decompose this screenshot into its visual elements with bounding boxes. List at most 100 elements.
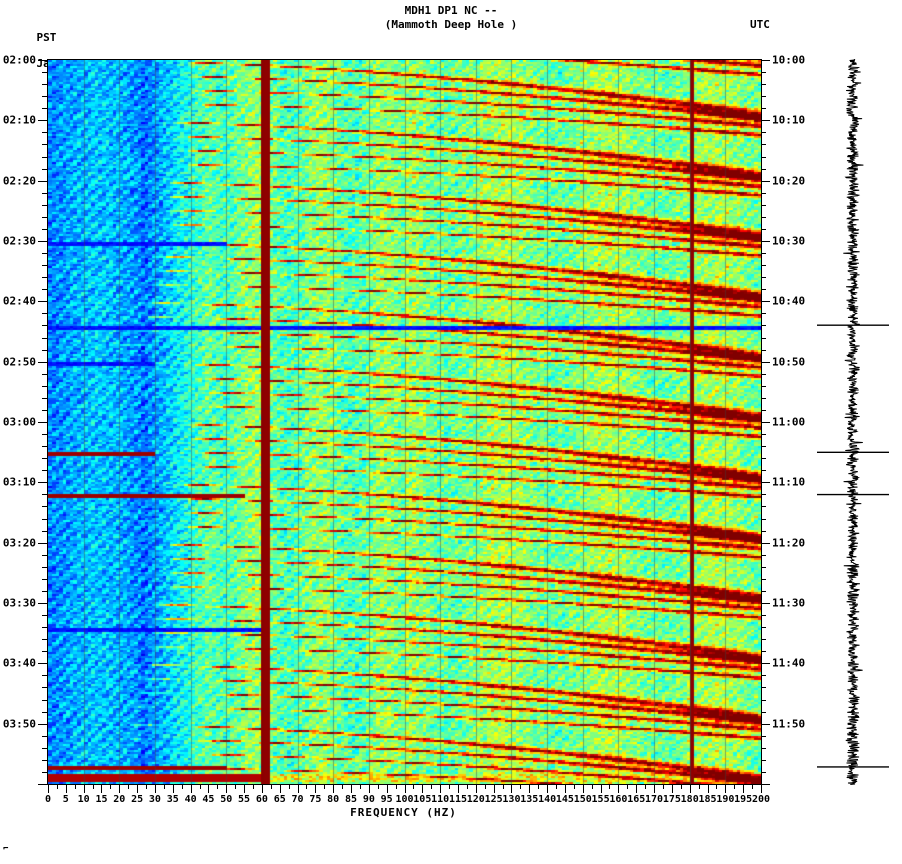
time-tick-minor [761, 289, 766, 291]
seismogram-trace-panel[interactable] [815, 59, 902, 785]
freq-tick-minor [538, 784, 540, 789]
time-tick-minor [42, 711, 47, 713]
time-tick-major [761, 361, 770, 363]
spectrogram-plot[interactable] [47, 59, 762, 785]
station-code-title: MDH1 DP1 NC -- [404, 4, 498, 17]
time-tick-minor [761, 494, 766, 496]
time-tick-minor [42, 458, 47, 460]
time-tick-major [761, 241, 770, 242]
time-tick-major [38, 60, 47, 61]
time-label-pst: 03:10 [2, 475, 36, 489]
freq-tick-major [190, 784, 192, 793]
freq-tick-major [422, 784, 424, 793]
timezone-right-label: UTC [750, 18, 770, 31]
time-label-pst: 03:20 [2, 536, 36, 550]
time-tick-minor [42, 627, 47, 629]
time-tick-minor [761, 590, 766, 592]
freq-tick-minor [662, 784, 664, 789]
time-label-utc: 11:30 [772, 596, 806, 610]
freq-tick-minor [645, 784, 647, 789]
spectrogram-canvas[interactable] [48, 60, 761, 784]
time-tick-major [761, 542, 770, 544]
time-tick-minor [42, 771, 47, 773]
time-tick-minor [42, 96, 47, 98]
time-tick-major [761, 60, 770, 61]
freq-tick-major [83, 784, 85, 793]
time-tick-minor [761, 216, 766, 218]
freq-tick-major [582, 784, 584, 793]
freq-label: 200 [751, 794, 771, 805]
freq-tick-major [475, 784, 477, 793]
time-tick-minor [42, 204, 47, 206]
freq-label: 185 [698, 794, 717, 805]
freq-label: 10 [77, 794, 90, 805]
freq-label: 135 [520, 794, 539, 805]
freq-label: 140 [538, 794, 557, 805]
time-tick-minor [761, 108, 766, 110]
time-tick-minor [761, 144, 766, 146]
time-tick-minor [761, 204, 766, 206]
time-tick-minor [42, 446, 47, 448]
timezone-left-label: PST [36, 31, 57, 44]
time-tick-minor [761, 132, 766, 134]
time-label-utc: 10:40 [772, 294, 806, 308]
time-tick-minor [761, 530, 766, 532]
freq-label: 90 [362, 794, 375, 805]
time-tick-minor [761, 168, 766, 170]
freq-tick-minor [520, 784, 522, 789]
time-label-pst: 02:10 [2, 113, 36, 127]
freq-tick-major [457, 784, 459, 793]
freq-label: 195 [734, 794, 753, 805]
time-tick-major [38, 361, 47, 363]
freq-tick-major [65, 784, 67, 793]
time-tick-minor [761, 735, 766, 737]
time-tick-minor [42, 699, 47, 701]
station-name-title: (Mammoth Deep Hole ) [384, 18, 518, 31]
time-tick-minor [761, 84, 766, 86]
time-tick-minor [42, 518, 47, 520]
time-tick-minor [42, 675, 47, 677]
freq-tick-major [244, 784, 246, 793]
time-tick-minor [42, 228, 47, 230]
time-tick-minor [42, 434, 47, 436]
freq-tick-minor [128, 784, 130, 789]
freq-tick-major [636, 784, 638, 793]
freq-tick-major [101, 784, 103, 793]
freq-tick-major [440, 784, 442, 793]
freq-tick-major [707, 784, 709, 793]
freq-label: 130 [502, 794, 521, 805]
time-label-utc: 11:50 [772, 717, 806, 731]
freq-tick-minor [466, 784, 468, 789]
time-tick-minor [42, 566, 47, 568]
time-tick-minor [42, 192, 47, 194]
time-tick-minor [42, 615, 47, 617]
freq-tick-minor [110, 784, 112, 789]
frequency-axis-label: FREQUENCY (HZ) [350, 806, 457, 819]
time-tick-minor [42, 108, 47, 110]
freq-label: 0 [44, 794, 52, 805]
time-tick-minor [761, 699, 766, 701]
freq-tick-major [226, 784, 228, 793]
time-tick-minor [761, 506, 766, 508]
freq-label: 145 [555, 794, 574, 805]
time-tick-minor [761, 228, 766, 230]
freq-tick-major [547, 784, 549, 793]
freq-label: 100 [395, 794, 414, 805]
time-tick-minor [761, 747, 766, 749]
freq-tick-minor [609, 784, 611, 789]
freq-label: 75 [309, 794, 322, 805]
time-tick-minor [761, 409, 766, 411]
freq-tick-major [600, 784, 602, 793]
freq-label: 85 [344, 794, 358, 805]
freq-tick-minor [680, 784, 682, 789]
time-tick-minor [42, 156, 47, 158]
freq-tick-minor [591, 784, 593, 789]
time-tick-minor [42, 313, 47, 315]
freq-tick-minor [449, 784, 451, 789]
freq-tick-major [119, 784, 121, 793]
freq-tick-minor [163, 784, 165, 789]
freq-tick-major [154, 784, 156, 793]
time-tick-major [761, 422, 770, 423]
time-tick-minor [42, 747, 47, 749]
freq-tick-minor [56, 784, 58, 789]
